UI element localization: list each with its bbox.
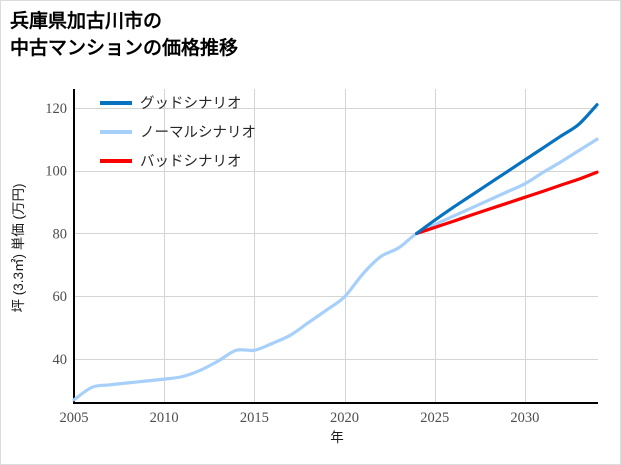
legend-label: ノーマルシナリオ bbox=[140, 125, 256, 141]
x-axis-title: 年 bbox=[330, 430, 344, 445]
series-line bbox=[415, 103, 599, 236]
y-tick-label: 120 bbox=[45, 101, 67, 117]
x-tick-label: 2015 bbox=[240, 410, 269, 426]
data-series-group bbox=[72, 103, 599, 402]
legend-label: グッドシナリオ bbox=[140, 95, 242, 112]
chart-title-line-2: 中古マンションの価格推移 bbox=[10, 37, 239, 59]
y-tick-label: 80 bbox=[53, 226, 68, 242]
series-line bbox=[72, 137, 599, 402]
chart-title: 兵庫県加古川市の中古マンションの価格推移 bbox=[10, 9, 430, 63]
y-axis-tick-labels: 40 60 80 100 120 bbox=[45, 101, 67, 368]
x-tick-label: 2030 bbox=[510, 410, 539, 426]
x-tick-label: 2020 bbox=[330, 410, 359, 426]
y-tick-label: 40 bbox=[53, 352, 68, 368]
x-tick-label: 2025 bbox=[420, 410, 449, 426]
y-tick-label: 60 bbox=[53, 289, 68, 305]
x-tick-label: 2005 bbox=[60, 410, 89, 426]
y-tick-label: 100 bbox=[45, 164, 67, 180]
legend-label: バッドシナリオ bbox=[140, 154, 242, 170]
x-tick-label: 2010 bbox=[150, 410, 179, 426]
y-axis-title: 坪 (3.3㎡) 単価 (万円) bbox=[11, 183, 26, 312]
horizontal-gridlines bbox=[74, 108, 598, 360]
x-axis-tick-labels: 2005 2010 2015 2020 2025 2030 bbox=[60, 410, 540, 426]
series-line bbox=[415, 170, 599, 236]
chart-title-line-1: 兵庫県加古川市の bbox=[10, 11, 163, 32]
